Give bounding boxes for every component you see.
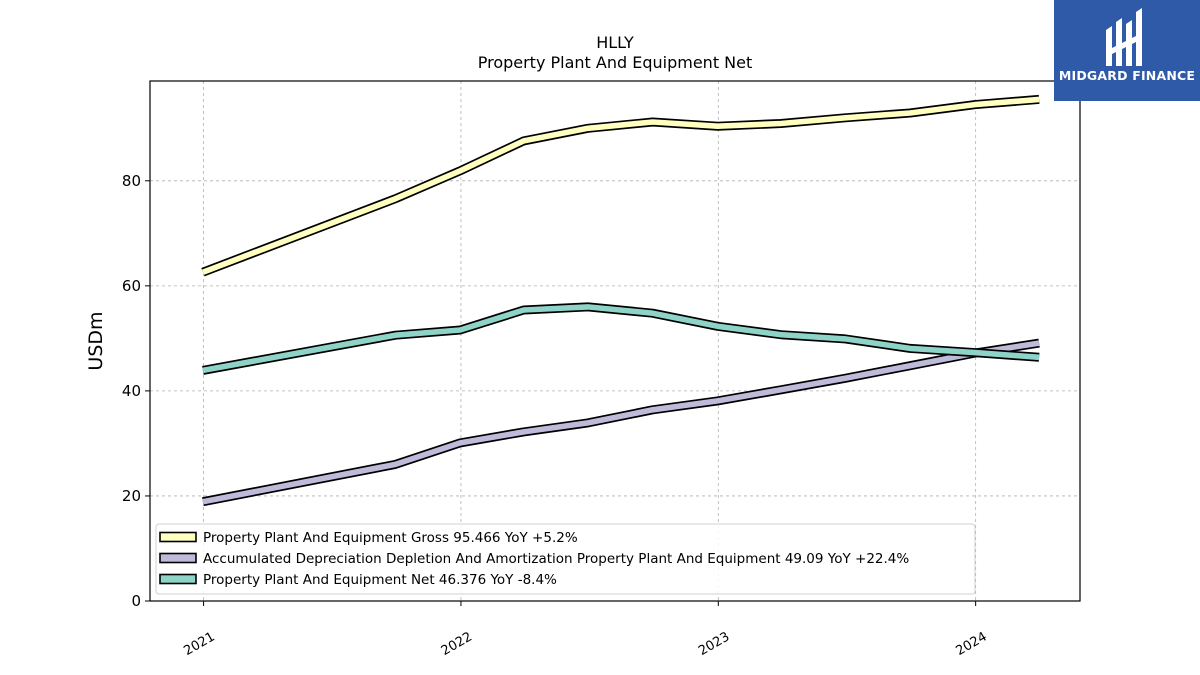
- series-line: [202, 304, 1040, 374]
- y-tick-label: 80: [122, 172, 141, 190]
- logo-wordmark: MIDGARD FINANCE: [1058, 68, 1196, 83]
- midgard-finance-logo: MIDGARD FINANCE: [1054, 0, 1200, 101]
- logo-mark-icon: [1106, 8, 1142, 66]
- grid: [150, 81, 1080, 602]
- legend-swatch: [159, 552, 197, 564]
- y-tick-label: 40: [122, 382, 141, 400]
- legend-box: [155, 523, 976, 595]
- chart-subtitle: Property Plant And Equipment Net: [478, 53, 753, 72]
- legend-swatch: [159, 531, 197, 543]
- plot-area-frame: [149, 80, 1081, 602]
- legend: Property Plant And Equipment Gross 95.46…: [155, 523, 976, 595]
- x-tick-label: 2021: [181, 629, 217, 659]
- series-line: [201, 96, 1040, 275]
- x-tick-label: 2024: [953, 629, 989, 659]
- y-tick-label: 20: [122, 487, 141, 505]
- x-axis: 2021 2022 2023 2024: [181, 601, 990, 659]
- series-lines: [201, 94, 1040, 507]
- y-tick-label: 60: [122, 277, 141, 295]
- series-0: [201, 94, 1040, 277]
- chart-title: HLLY: [596, 33, 634, 52]
- legend-entry: Accumulated Depreciation Depletion And A…: [203, 551, 909, 567]
- y-axis: 0 20 40 60 80: [122, 172, 150, 610]
- series-2: [202, 302, 1040, 375]
- y-tick-label: 0: [131, 592, 141, 610]
- series-1: [202, 338, 1040, 507]
- legend-entry: Property Plant And Equipment Gross 95.46…: [203, 530, 578, 546]
- y-axis-label: USDm: [85, 311, 107, 370]
- x-tick-label: 2023: [696, 629, 732, 659]
- legend-entry: Property Plant And Equipment Net 46.376 …: [203, 572, 557, 588]
- series-line: [202, 340, 1040, 505]
- legend-swatch: [159, 573, 197, 585]
- x-tick-label: 2022: [439, 629, 475, 659]
